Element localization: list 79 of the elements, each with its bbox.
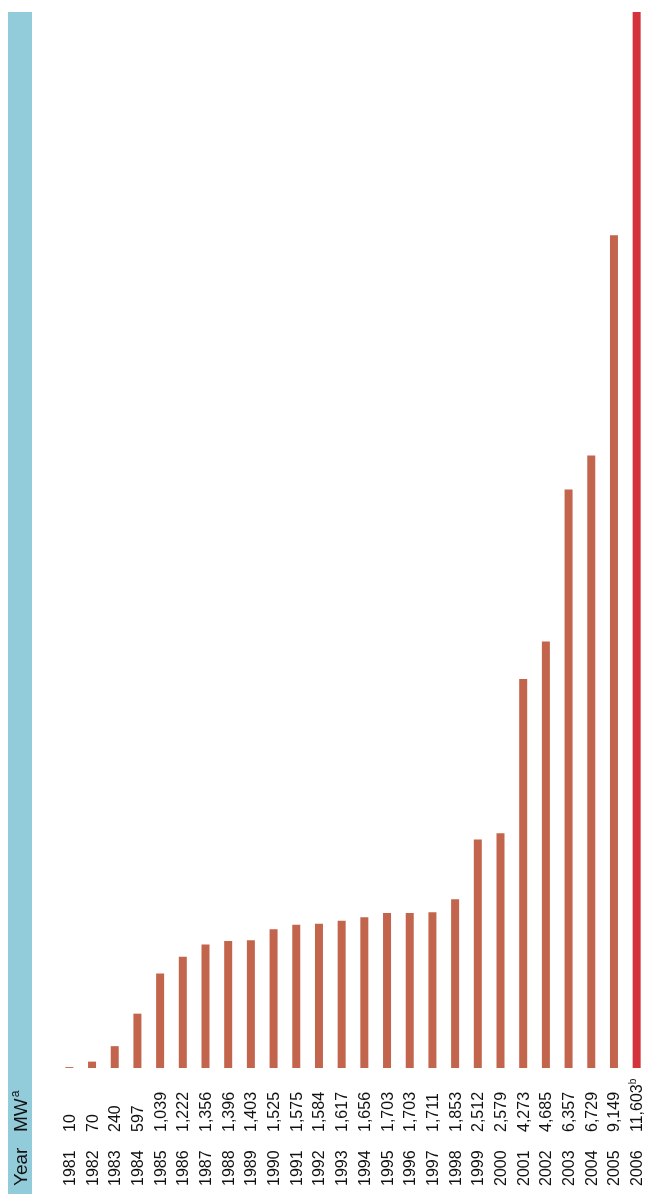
data-label: 1,403: [242, 1091, 260, 1132]
data-label: 11,603b: [627, 1078, 646, 1132]
bar: [110, 1046, 119, 1068]
data-label: 2,512: [469, 1091, 487, 1132]
y-axis-title: MWa: [8, 1090, 31, 1132]
data-label: 1,356: [197, 1091, 214, 1132]
bar: [269, 929, 278, 1068]
data-label: 2,579: [492, 1091, 509, 1132]
x-tick-label: 1989: [242, 1150, 260, 1186]
data-label: 70: [83, 1114, 101, 1132]
x-tick-label: 1990: [265, 1150, 283, 1186]
bar: [405, 913, 414, 1068]
data-label: 1,222: [174, 1091, 192, 1132]
data-label: 1,703: [401, 1091, 419, 1132]
x-tick-label: 1995: [378, 1150, 396, 1186]
x-tick-label: 2003: [560, 1150, 578, 1186]
bar: [383, 913, 392, 1068]
x-tick-label: 1984: [128, 1150, 146, 1186]
x-tick-label: 1999: [469, 1150, 487, 1186]
data-label: 1,617: [333, 1091, 351, 1132]
bar: [201, 944, 210, 1068]
data-label: 1,656: [355, 1091, 373, 1132]
x-tick-label: 2005: [605, 1150, 623, 1186]
x-tick-label: 1996: [401, 1150, 419, 1186]
data-label: 1,039: [151, 1091, 169, 1132]
x-tick-label: 1992: [310, 1150, 328, 1186]
data-label: 1,703: [378, 1091, 396, 1132]
bar: [292, 924, 301, 1068]
data-label: 4,685: [537, 1091, 555, 1132]
data-label: 10: [60, 1114, 78, 1132]
bar: [428, 912, 437, 1068]
bar: [564, 489, 573, 1068]
bar: [451, 899, 460, 1068]
bar: [337, 920, 346, 1068]
data-label: 4,273: [514, 1091, 532, 1132]
data-label: 6,357: [560, 1091, 578, 1132]
bar: [246, 940, 255, 1068]
data-label: 1,525: [265, 1091, 283, 1132]
x-tick-label: 1994: [355, 1150, 373, 1186]
data-label: 1,853: [446, 1091, 464, 1132]
bar: [88, 1061, 97, 1068]
bar: [314, 923, 323, 1068]
x-tick-label: 1991: [287, 1150, 305, 1186]
text: Year: [9, 1146, 31, 1186]
x-tick-label: 2002: [537, 1150, 555, 1186]
data-label: 1,575: [287, 1091, 305, 1132]
bar: [541, 641, 550, 1068]
x-tick-label: 1998: [446, 1150, 464, 1186]
x-tick-label: 2000: [492, 1150, 509, 1186]
x-tick-label: 1987: [197, 1150, 214, 1186]
bar: [178, 956, 187, 1068]
x-tick-label: 2001: [514, 1150, 532, 1186]
bar: [519, 679, 528, 1068]
bar: [133, 1013, 142, 1068]
bar: [632, 12, 641, 1068]
bar: [609, 235, 618, 1068]
bar: [587, 455, 596, 1068]
x-tick-label: 1988: [219, 1150, 237, 1186]
data-label: 9,149: [605, 1091, 623, 1132]
x-tick-label: 1983: [106, 1150, 124, 1186]
data-label: 597: [128, 1105, 146, 1132]
data-label: 240: [106, 1105, 124, 1132]
data-label: 1,584: [310, 1091, 328, 1132]
bar: [156, 973, 165, 1068]
x-tick-label: 1985: [151, 1150, 169, 1186]
x-tick-label: 2006: [628, 1150, 646, 1186]
x-tick-label: 1993: [333, 1150, 351, 1186]
data-label: 1,396: [219, 1091, 237, 1132]
x-tick-label: 2004: [582, 1150, 600, 1186]
bar: [496, 833, 505, 1068]
data-label: 1,711: [423, 1093, 441, 1132]
data-label: 6,729: [582, 1091, 600, 1132]
bar: [360, 917, 369, 1068]
x-tick-label: 1981: [60, 1150, 78, 1186]
x-tick-label: 1997: [423, 1150, 441, 1186]
x-tick-label: 1982: [83, 1150, 101, 1186]
x-tick-label: 1986: [174, 1150, 192, 1186]
bar: [473, 839, 482, 1068]
bar: [224, 940, 233, 1068]
